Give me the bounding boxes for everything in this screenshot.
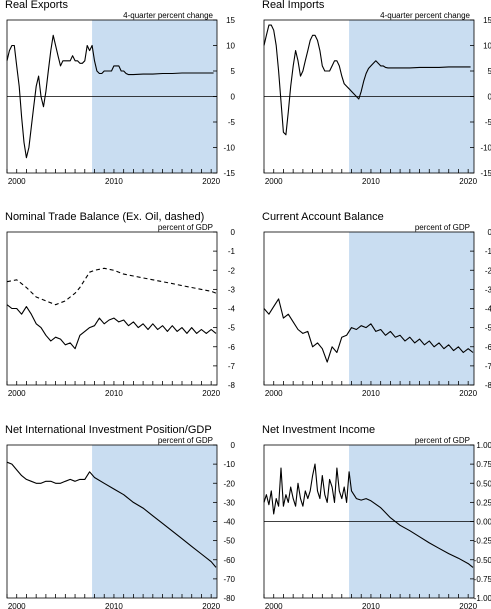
panel-title: Net Investment Income (262, 424, 375, 436)
series-line (263, 463, 474, 568)
y-tick-label: -2 (485, 266, 491, 275)
x-tick-label: 2020 (459, 389, 477, 398)
y-tick-label: 1.00 (476, 441, 491, 450)
y-tick-label: -5 (228, 118, 236, 127)
y-tick-label: 0.00 (476, 518, 491, 527)
x-tick-label: 2020 (202, 177, 220, 186)
panel-current-account-balance: Current Account Balance percent of GDP -8 -… (262, 211, 491, 398)
unit-label: percent of GDP (415, 436, 470, 445)
x-tick-label: 2010 (105, 602, 123, 609)
y-tick-label: -50 (223, 537, 235, 546)
projection-shading (349, 232, 474, 385)
x-tick-label: 2000 (265, 177, 283, 186)
x-tick-label: 2020 (459, 602, 477, 609)
y-tick-label: -80 (223, 594, 235, 603)
panel-title: Current Account Balance (262, 211, 384, 223)
series-line (6, 34, 214, 159)
unit-label: percent of GDP (158, 436, 213, 445)
y-tick-label: -5 (485, 118, 491, 127)
y-tick-label: -5 (228, 324, 236, 333)
x-tick-label: 2000 (8, 177, 26, 186)
y-tick-label: 15 (226, 16, 235, 25)
series-line (263, 24, 471, 136)
x-tick-label: 2020 (459, 177, 477, 186)
y-tick-label: 15 (483, 16, 491, 25)
panel-title: Net International Investment Position/GD… (5, 424, 212, 436)
y-tick-label: -6 (485, 343, 491, 352)
x-tick-label: 2020 (202, 602, 220, 609)
y-tick-label: -6 (228, 343, 236, 352)
panel-nominal-trade-balance: Nominal Trade Balance (Ex. Oil, dashed)p… (5, 211, 236, 398)
y-tick-label: -15 (480, 169, 491, 178)
y-tick-label: -70 (223, 575, 235, 584)
unit-label: percent of GDP (158, 223, 213, 232)
y-tick-label: 0.50 (476, 479, 491, 488)
projection-shading (92, 445, 217, 598)
y-tick-label: -1 (228, 247, 236, 256)
y-tick-label: 5 (488, 67, 491, 76)
y-tick-label: -0.50 (474, 556, 491, 565)
y-tick-label: -7 (485, 362, 491, 371)
y-tick-label: -8 (228, 381, 236, 390)
y-tick-label: -60 (223, 556, 235, 565)
series-line (6, 461, 217, 568)
y-tick-label: -8 (485, 381, 491, 390)
x-tick-label: 2000 (8, 602, 26, 609)
y-tick-label: -4 (485, 305, 491, 314)
y-tick-label: -10 (223, 144, 235, 153)
y-tick-label: 0.75 (476, 460, 491, 469)
unit-label: 4-quarter percent change (380, 11, 470, 20)
x-tick-label: 2000 (265, 602, 283, 609)
y-tick-label: -2 (228, 266, 236, 275)
x-tick-label: 2010 (362, 177, 380, 186)
y-tick-label: 10 (483, 42, 491, 51)
series-line (6, 304, 217, 350)
y-tick-label: -4 (228, 305, 236, 314)
y-tick-label: 0 (231, 93, 236, 102)
y-tick-label: 0 (488, 93, 491, 102)
y-tick-label: 0 (488, 228, 491, 237)
panel-title: Real Exports (5, 0, 68, 11)
y-tick-label: -3 (485, 285, 491, 294)
x-tick-label: 2020 (202, 389, 220, 398)
y-tick-label: -3 (228, 285, 236, 294)
y-tick-label: -7 (228, 362, 236, 371)
y-tick-label: -40 (223, 518, 235, 527)
x-tick-label: 2000 (265, 389, 283, 398)
y-tick-label: -10 (223, 460, 235, 469)
y-tick-label: 0.25 (476, 498, 491, 507)
panel-net-investment-income: Net Investment Income percent of GDP -1.00… (262, 424, 491, 609)
y-tick-label: -1 (485, 247, 491, 256)
y-tick-label: -1.00 (474, 594, 491, 603)
x-tick-label: 2000 (8, 389, 26, 398)
y-tick-label: 5 (231, 67, 236, 76)
x-tick-label: 2010 (105, 177, 123, 186)
plot-frame (6, 231, 218, 386)
panel-real-imports: Real Imports 4-quarter percent change -15 -… (262, 0, 491, 186)
y-tick-label: 10 (226, 42, 235, 51)
unit-label: percent of GDP (415, 223, 470, 232)
x-tick-label: 2010 (362, 602, 380, 609)
panel-real-exports: Real Exports 4-quarter percent change -15 -… (5, 0, 236, 186)
x-tick-label: 2010 (105, 389, 123, 398)
x-tick-label: 2010 (362, 389, 380, 398)
y-tick-label: -0.25 (474, 537, 491, 546)
panel-net-international-investment-position: Net International Investment Position/GD… (5, 424, 236, 609)
panel-title: Real Imports (262, 0, 325, 11)
y-tick-label: -20 (223, 479, 235, 488)
series-line (263, 298, 474, 363)
unit-label: 4-quarter percent change (123, 11, 213, 20)
y-tick-label: -0.75 (474, 575, 491, 584)
y-tick-label: -5 (485, 324, 491, 333)
series-line-dashed (6, 267, 217, 306)
y-tick-label: 0 (231, 228, 236, 237)
y-tick-label: -30 (223, 498, 235, 507)
panel-title: Nominal Trade Balance (Ex. Oil, dashed) (5, 211, 204, 223)
y-tick-label: -15 (223, 169, 235, 178)
y-tick-label: 0 (231, 441, 236, 450)
y-tick-label: -10 (480, 144, 491, 153)
